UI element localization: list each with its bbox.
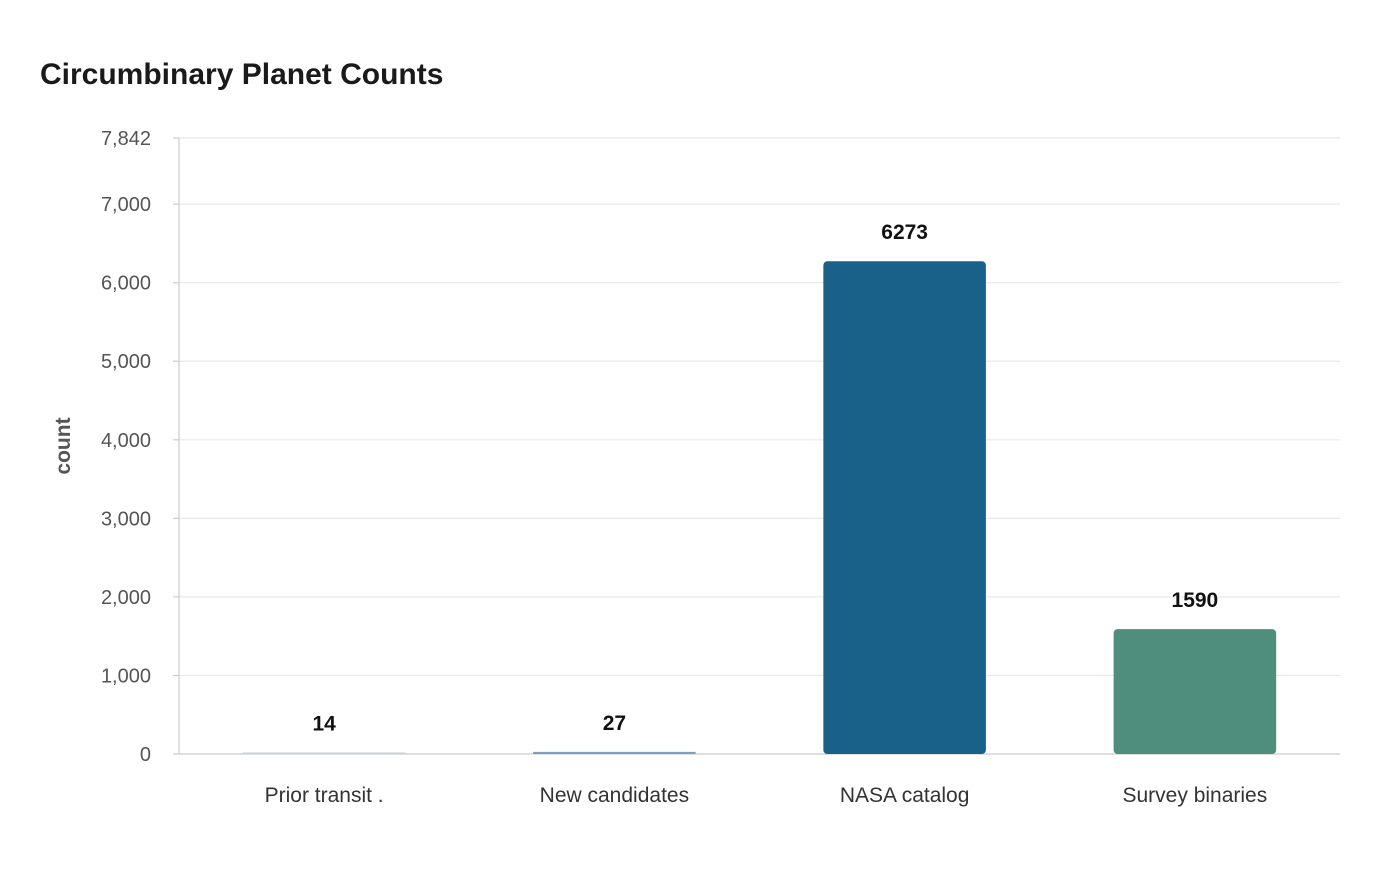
y-tick-label: 2,000: [101, 587, 151, 609]
data-label: 6273: [881, 221, 928, 244]
y-tick-label: 4,000: [101, 430, 151, 452]
bars: [242, 261, 1277, 754]
y-tick-labels: 0 1,000 2,000 3,000 4,000 5,000 6,000 7,000 7,84…: [101, 128, 151, 766]
value-labels: 14 27 6273 1590: [312, 221, 1218, 735]
y-tick-label: 7,000: [101, 194, 151, 216]
data-label: 27: [603, 712, 626, 735]
bar: [242, 752, 406, 754]
y-tick-label: 6,000: [101, 273, 151, 295]
x-tick-label: New candidates: [540, 784, 689, 807]
y-tick-label: 7,842: [101, 128, 151, 150]
gridlines: [173, 137, 1340, 755]
bar: [533, 751, 696, 754]
x-tick-labels: Prior transit . New candidates NASA catalo…: [265, 784, 1268, 807]
x-tick-label: NASA catalog: [840, 784, 970, 807]
chart-title: Circumbinary Planet Counts: [40, 58, 444, 91]
y-tick-label: 1,000: [101, 665, 151, 687]
x-tick-label: Prior transit .: [265, 784, 384, 807]
x-tick-label: Survey binaries: [1123, 784, 1268, 807]
bar: [1113, 629, 1277, 754]
y-tick-label: 0: [140, 744, 151, 766]
data-label: 14: [312, 712, 336, 735]
y-axis-title: count: [52, 417, 75, 474]
bar: [823, 261, 986, 754]
y-tick-label: 3,000: [101, 508, 151, 530]
y-tick-label: 5,000: [101, 351, 151, 373]
data-label: 1590: [1172, 589, 1219, 612]
